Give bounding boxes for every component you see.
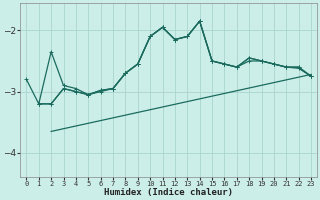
X-axis label: Humidex (Indice chaleur): Humidex (Indice chaleur) (104, 188, 233, 197)
